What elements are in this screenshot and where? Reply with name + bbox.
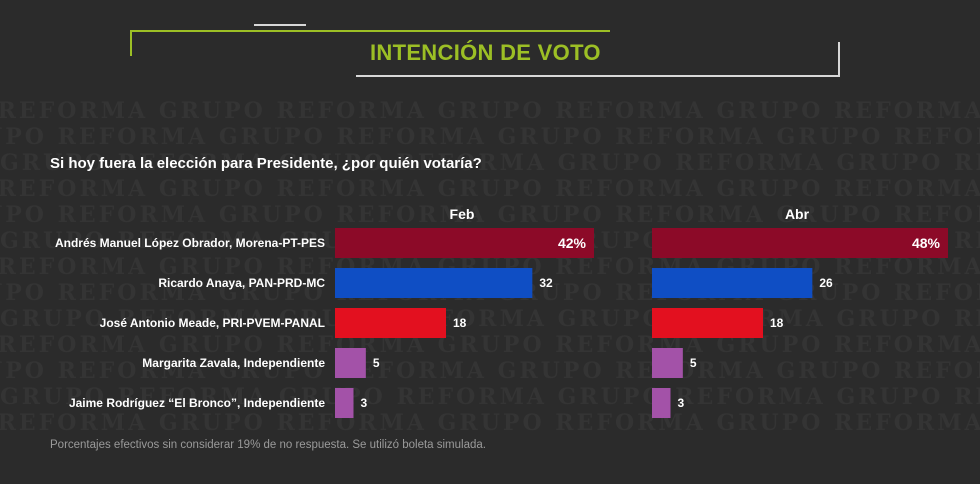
bar-feb <box>335 228 594 258</box>
data-label: 42% <box>558 235 587 251</box>
data-label: 5 <box>690 356 697 370</box>
data-label: 48% <box>912 235 941 251</box>
header-frame-left <box>130 30 132 56</box>
chart-question: Si hoy fuera la elección para Presidente… <box>50 155 482 172</box>
data-label: 32 <box>539 276 553 290</box>
candidate-label: Margarita Zavala, Independiente <box>142 356 325 370</box>
data-label: 5 <box>373 356 380 370</box>
header-frame-right <box>838 42 840 76</box>
panel-title-abr: Abr <box>785 206 810 222</box>
candidate-label: Jaime Rodríguez “El Bronco”, Independien… <box>69 396 325 410</box>
header-frame-top <box>130 30 610 32</box>
data-label: 3 <box>361 396 368 410</box>
header-frame-bottom <box>356 75 840 77</box>
bar-abr <box>652 228 948 258</box>
data-label: 18 <box>453 316 467 330</box>
bar-feb <box>335 268 533 298</box>
bar-feb <box>335 388 354 418</box>
bar-abr <box>652 348 683 378</box>
candidate-label: Andrés Manuel López Obrador, Morena-PT-P… <box>55 236 325 250</box>
bar-feb <box>335 348 366 378</box>
bar-feb <box>335 308 446 338</box>
data-label: 18 <box>770 316 784 330</box>
data-label: 3 <box>678 396 685 410</box>
panel-title-feb: Feb <box>450 206 475 222</box>
bar-abr <box>652 268 813 298</box>
bar-abr <box>652 388 671 418</box>
candidate-label: José Antonio Meade, PRI-PVEM-PANAL <box>100 316 325 330</box>
header-frame-accent <box>254 24 306 26</box>
footnote: Porcentajes efectivos sin considerar 19%… <box>50 439 486 451</box>
bar-abr <box>652 308 763 338</box>
candidate-label: Ricardo Anaya, PAN-PRD-MC <box>158 276 325 290</box>
data-label: 26 <box>819 276 833 290</box>
page-title: INTENCIÓN DE VOTO <box>370 40 601 65</box>
